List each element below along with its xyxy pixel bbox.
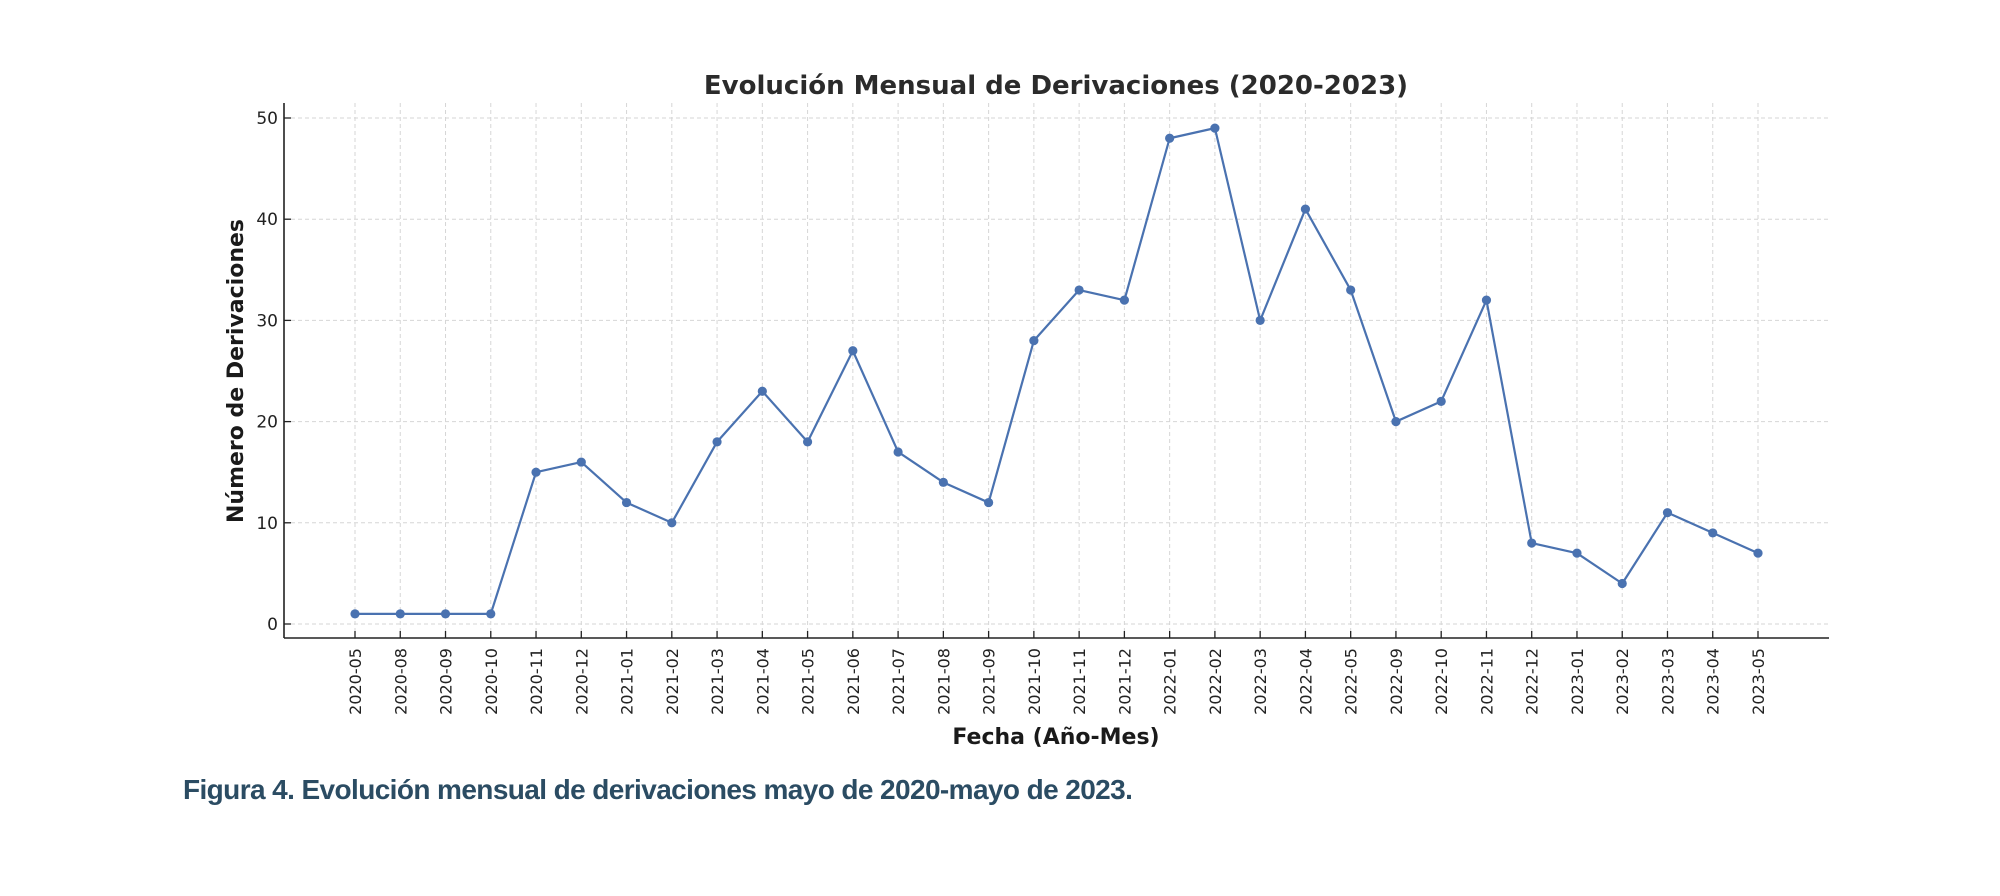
x-tick-label: 2021-10 bbox=[1025, 648, 1044, 715]
x-tick-label: 2021-09 bbox=[980, 648, 999, 715]
x-tick-label: 2022-10 bbox=[1432, 648, 1451, 715]
y-tick-label: 0 bbox=[267, 615, 278, 635]
y-tick-label: 50 bbox=[256, 109, 278, 129]
data-point-2023-04 bbox=[1708, 528, 1718, 538]
x-tick-label: 2020-09 bbox=[437, 648, 456, 715]
x-axis-label: Fecha (Año-Mes) bbox=[952, 725, 1159, 750]
x-tick-label: 2022-03 bbox=[1251, 648, 1270, 715]
data-point-2021-04 bbox=[757, 386, 767, 396]
data-point-2021-02 bbox=[667, 518, 677, 528]
data-point-2021-10 bbox=[1029, 336, 1039, 346]
series-derivaciones bbox=[350, 123, 1763, 619]
x-tick-label: 2023-02 bbox=[1613, 648, 1632, 715]
x-tick-label: 2022-02 bbox=[1206, 648, 1225, 715]
data-point-2021-01 bbox=[621, 497, 632, 508]
x-tick-label: 2023-04 bbox=[1704, 648, 1723, 715]
data-point-2023-03 bbox=[1662, 508, 1673, 518]
data-point-2022-12 bbox=[1527, 538, 1537, 548]
x-tick-label: 2023-03 bbox=[1658, 648, 1677, 715]
data-point-2021-06 bbox=[848, 346, 858, 356]
data-point-2020-11 bbox=[531, 467, 541, 477]
data-point-2022-09 bbox=[1391, 417, 1401, 427]
data-point-2020-05 bbox=[350, 609, 360, 619]
x-tick-label: 2021-05 bbox=[799, 648, 818, 715]
data-point-2021-12 bbox=[1119, 295, 1129, 305]
x-tick-label: 2023-05 bbox=[1749, 648, 1768, 715]
data-point-2022-02 bbox=[1210, 123, 1220, 133]
x-tick-label: 2023-01 bbox=[1568, 648, 1587, 715]
data-point-2021-05 bbox=[802, 437, 813, 447]
x-tick-label: 2022-09 bbox=[1387, 648, 1406, 715]
x-tick-label: 2021-11 bbox=[1070, 648, 1089, 715]
grid bbox=[284, 103, 1829, 638]
data-point-2021-07 bbox=[893, 447, 903, 457]
series-line bbox=[355, 127, 1759, 615]
data-point-2020-12 bbox=[576, 457, 586, 467]
data-point-2020-08 bbox=[395, 609, 405, 619]
data-point-2023-01 bbox=[1572, 548, 1582, 558]
x-tick-label: 2021-07 bbox=[889, 648, 908, 715]
data-point-2020-09 bbox=[440, 609, 451, 619]
chart-title: Evolución Mensual de Derivaciones (2020-… bbox=[704, 71, 1408, 101]
x-tick-label: 2021-02 bbox=[663, 648, 682, 715]
x-tick-label: 2022-04 bbox=[1296, 648, 1315, 715]
y-axis-ticks: 0 10 20 30 40 50 bbox=[256, 109, 291, 635]
x-tick-label: 2021-08 bbox=[934, 648, 953, 715]
x-tick-label: 2020-10 bbox=[482, 648, 501, 715]
data-point-2020-10 bbox=[486, 609, 496, 619]
x-tick-label: 2020-11 bbox=[527, 648, 546, 715]
x-tick-label: 2022-05 bbox=[1342, 648, 1361, 715]
x-tick-label: 2021-06 bbox=[844, 648, 863, 715]
data-point-2022-10 bbox=[1436, 396, 1446, 406]
figure-caption: Figura 4. Evolución mensual de derivacio… bbox=[183, 774, 1133, 805]
x-tick-label: 2021-03 bbox=[708, 648, 727, 715]
data-point-2021-09 bbox=[984, 497, 994, 508]
x-tick-label: 2020-05 bbox=[346, 648, 365, 715]
data-point-2022-11 bbox=[1481, 295, 1492, 305]
data-point-2022-03 bbox=[1255, 315, 1265, 325]
data-point-2022-05 bbox=[1346, 285, 1356, 295]
x-tick-label: 2021-12 bbox=[1115, 648, 1134, 715]
x-tick-label: 2020-08 bbox=[391, 648, 410, 715]
data-point-2022-04 bbox=[1300, 204, 1311, 214]
y-tick-label: 30 bbox=[256, 311, 278, 331]
data-point-2022-01 bbox=[1165, 133, 1175, 143]
x-tick-label: 2022-11 bbox=[1477, 648, 1496, 715]
data-point-2021-08 bbox=[938, 477, 948, 487]
data-point-2021-03 bbox=[712, 437, 722, 447]
y-tick-label: 20 bbox=[256, 413, 278, 433]
x-tick-label: 2022-01 bbox=[1161, 648, 1180, 715]
data-point-2023-05 bbox=[1753, 548, 1763, 558]
y-tick-label: 40 bbox=[256, 210, 278, 230]
x-tick-label: 2020-12 bbox=[572, 648, 591, 715]
x-axis-ticks: 2020-05 2020-08 2020-09 2020-10 2020-11 2020-… bbox=[346, 631, 1768, 715]
data-point-2023-02 bbox=[1617, 578, 1627, 589]
x-tick-label: 2021-04 bbox=[753, 648, 772, 715]
x-tick-label: 2022-12 bbox=[1523, 648, 1542, 715]
axes bbox=[283, 103, 1829, 639]
data-point-2021-11 bbox=[1074, 285, 1084, 295]
y-tick-label: 10 bbox=[256, 514, 278, 534]
y-axis-label: Número de Derivaciones bbox=[224, 219, 249, 523]
x-tick-label: 2021-01 bbox=[618, 648, 637, 715]
